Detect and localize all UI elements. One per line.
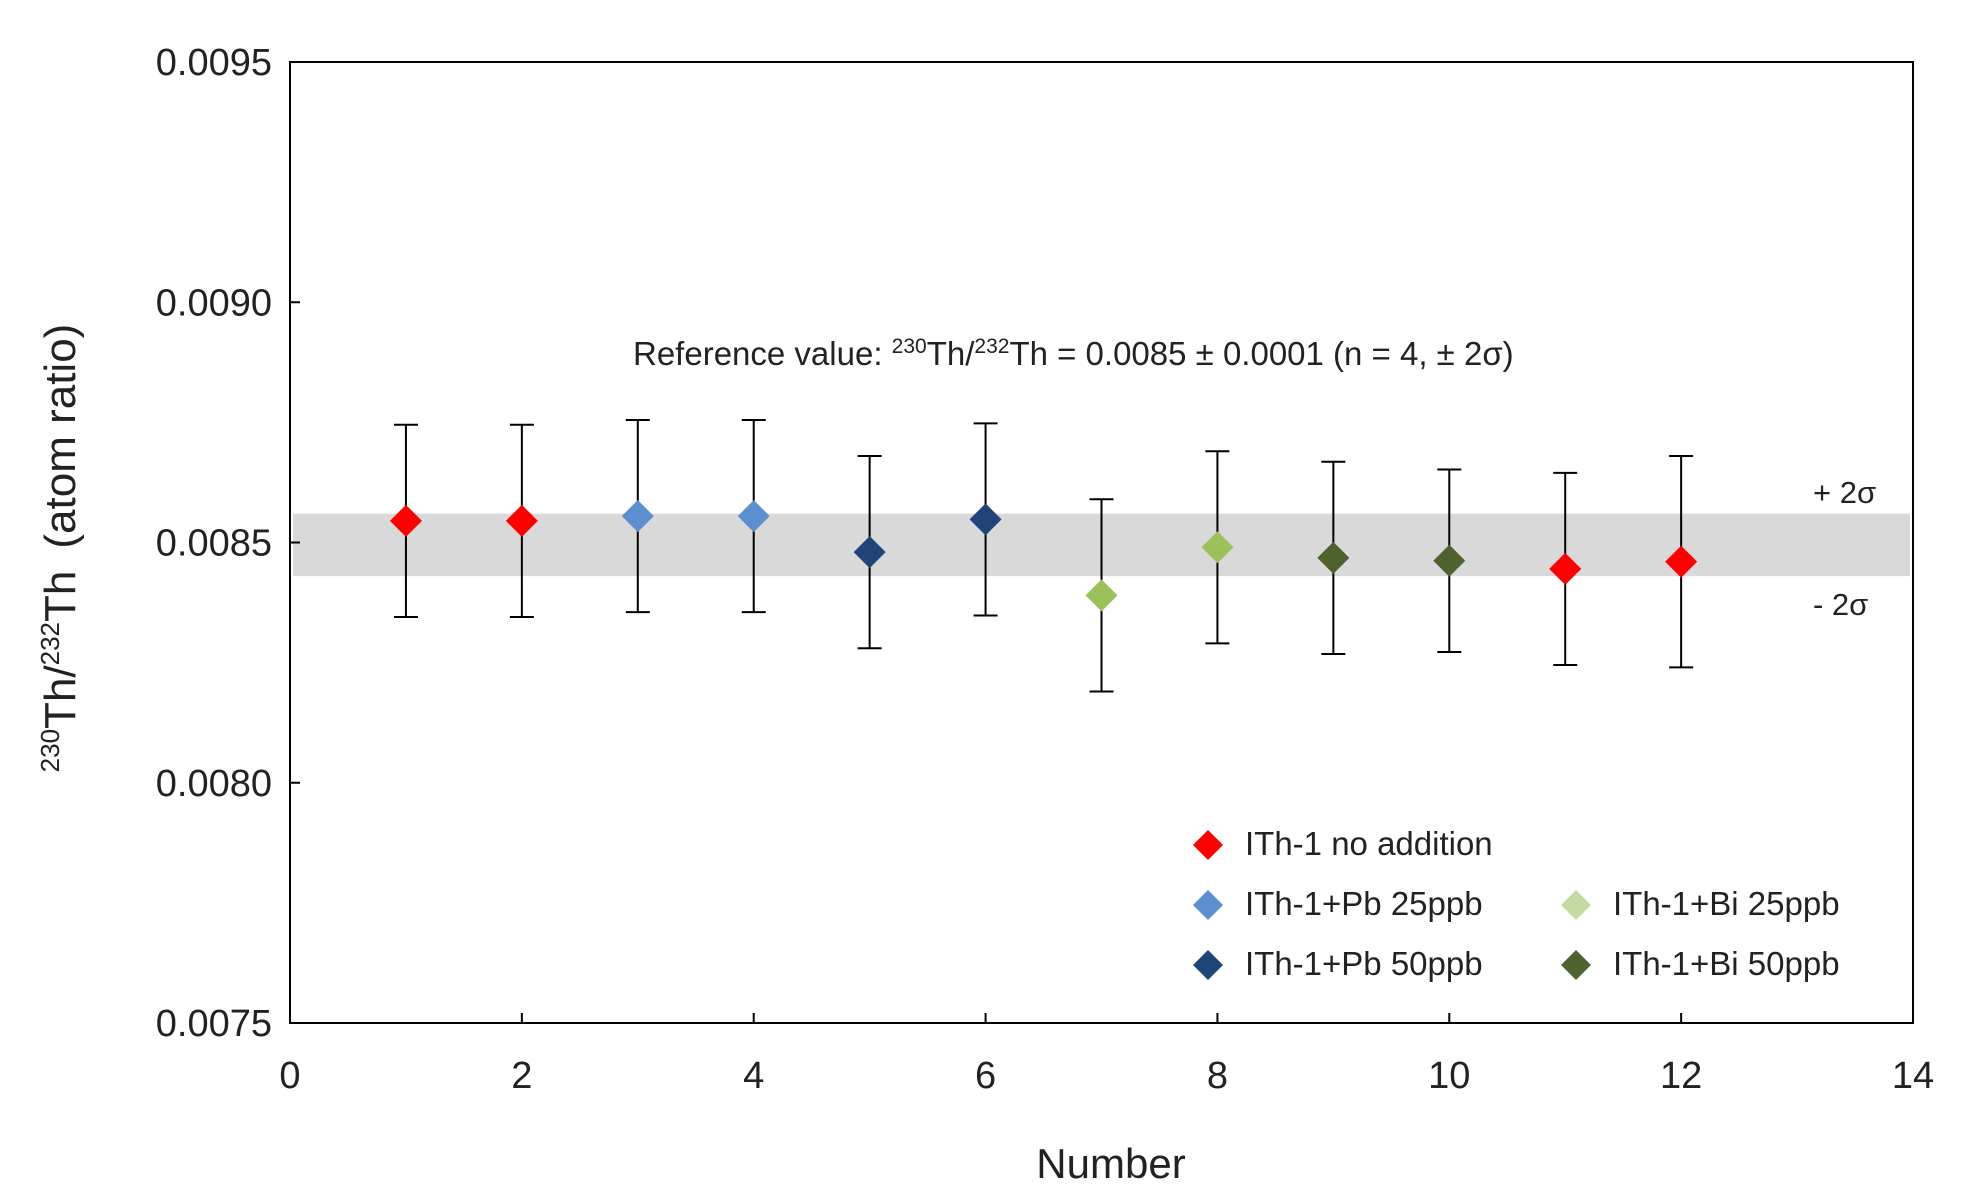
legend: ITh-1 no addition ITh-1+Pb 25ppb ITh-1+Bi …	[1193, 825, 1840, 982]
data-point	[621, 500, 654, 533]
reference-annotation: Reference value: 230Th/232Th = 0.0085 ± …	[633, 335, 1514, 372]
y-tick-label: 0.0075	[156, 1003, 272, 1045]
legend-marker	[1561, 890, 1591, 920]
legend-marker	[1561, 950, 1591, 980]
legend-label: ITh-1+Bi 50ppb	[1613, 945, 1840, 982]
data-point	[1433, 544, 1466, 577]
upper-2sigma-label: + 2σ	[1813, 475, 1876, 510]
legend-item: ITh-1+Pb 50ppb	[1193, 945, 1483, 982]
lower-2sigma-label: - 2σ	[1813, 587, 1868, 622]
data-point	[737, 500, 770, 533]
x-tick-label: 14	[1892, 1055, 1934, 1097]
legend-label: ITh-1+Bi 25ppb	[1613, 885, 1840, 922]
data-points	[389, 500, 1698, 612]
y-tick-label: 0.0095	[156, 42, 272, 84]
x-tick-label: 0	[279, 1055, 300, 1097]
legend-item: ITh-1+Pb 25ppb	[1193, 885, 1483, 922]
data-point	[853, 536, 886, 569]
x-tick-label: 12	[1660, 1055, 1702, 1097]
y-tick-label: 0.0085	[156, 523, 272, 565]
data-point	[1665, 545, 1698, 578]
legend-item: ITh-1+Bi 50ppb	[1561, 945, 1840, 982]
data-point	[1317, 541, 1350, 574]
y-tick-label: 0.0080	[156, 763, 272, 805]
x-tick-label: 10	[1428, 1055, 1470, 1097]
legend-label: ITh-1+Pb 50ppb	[1245, 945, 1483, 982]
x-axis-label: Number	[1036, 1140, 1185, 1187]
legend-marker	[1193, 890, 1223, 920]
data-point	[969, 503, 1002, 536]
x-axis: 0 2 4 6 8 10 12 14	[279, 1013, 1934, 1097]
legend-item: ITh-1 no addition	[1193, 825, 1493, 862]
y-tick-label: 0.0090	[156, 282, 272, 324]
legend-marker	[1193, 950, 1223, 980]
legend-marker	[1193, 830, 1223, 860]
legend-label: ITh-1 no addition	[1245, 825, 1493, 862]
data-point	[389, 504, 422, 537]
data-point	[1201, 531, 1234, 564]
y-axis: 0.0075 0.0080 0.0085 0.0090 0.0095	[156, 42, 300, 1045]
y-axis-label: 230Th/232Th(atom ratio)	[35, 324, 85, 773]
x-tick-label: 4	[743, 1055, 764, 1097]
legend-item: ITh-1+Bi 25ppb	[1561, 885, 1840, 922]
data-point	[1549, 552, 1582, 585]
x-tick-label: 6	[975, 1055, 996, 1097]
x-tick-label: 2	[511, 1055, 532, 1097]
data-point	[505, 504, 538, 537]
data-point	[1085, 579, 1118, 612]
x-tick-label: 8	[1207, 1055, 1228, 1097]
legend-label: ITh-1+Pb 25ppb	[1245, 885, 1483, 922]
